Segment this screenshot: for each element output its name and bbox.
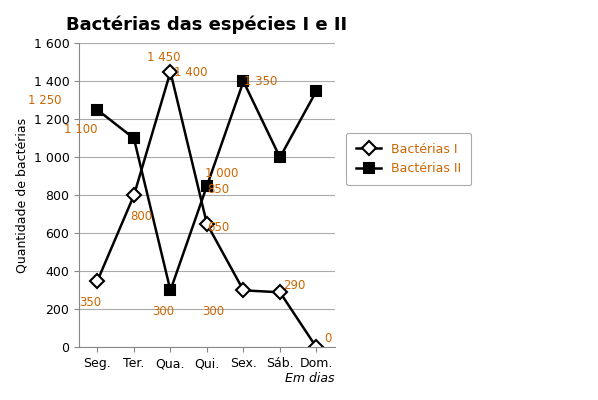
Text: 1 400: 1 400: [174, 66, 208, 79]
Bactérias I: [167, 70, 174, 74]
Bactérias I: [313, 345, 320, 350]
Text: 0: 0: [324, 332, 331, 345]
Text: Em dias: Em dias: [285, 372, 335, 385]
Bactérias II: [94, 108, 101, 112]
Bactérias II: [167, 288, 174, 293]
Title: Bactérias das espécies I e II: Bactérias das espécies I e II: [66, 15, 347, 34]
Bactérias I: [130, 193, 138, 198]
Bactérias II: [130, 136, 138, 141]
Line: Bactérias I: Bactérias I: [93, 67, 321, 352]
Text: 650: 650: [207, 221, 229, 234]
Text: 1 000: 1 000: [205, 167, 239, 180]
Text: 1 100: 1 100: [65, 123, 98, 136]
Text: 1 350: 1 350: [244, 75, 277, 88]
Text: 300: 300: [152, 305, 175, 318]
Text: 1 450: 1 450: [147, 51, 180, 64]
Bactérias I: [276, 290, 283, 295]
Bactérias II: [240, 79, 247, 84]
Text: 300: 300: [202, 305, 224, 318]
Bactérias I: [240, 288, 247, 293]
Text: 800: 800: [130, 210, 152, 223]
Text: 1 250: 1 250: [28, 94, 62, 107]
Bactérias I: [203, 222, 210, 226]
Text: 290: 290: [283, 280, 305, 292]
Text: 850: 850: [207, 183, 229, 196]
Bactérias II: [276, 155, 283, 160]
Bactérias II: [203, 184, 210, 188]
Line: Bactérias II: Bactérias II: [93, 76, 321, 295]
Bactérias II: [313, 88, 320, 93]
Bactérias I: [94, 278, 101, 283]
Legend: Bactérias I, Bactérias II: Bactérias I, Bactérias II: [346, 133, 471, 185]
Y-axis label: Quantidade de bactérias: Quantidade de bactérias: [15, 118, 28, 273]
Text: 350: 350: [80, 296, 102, 309]
